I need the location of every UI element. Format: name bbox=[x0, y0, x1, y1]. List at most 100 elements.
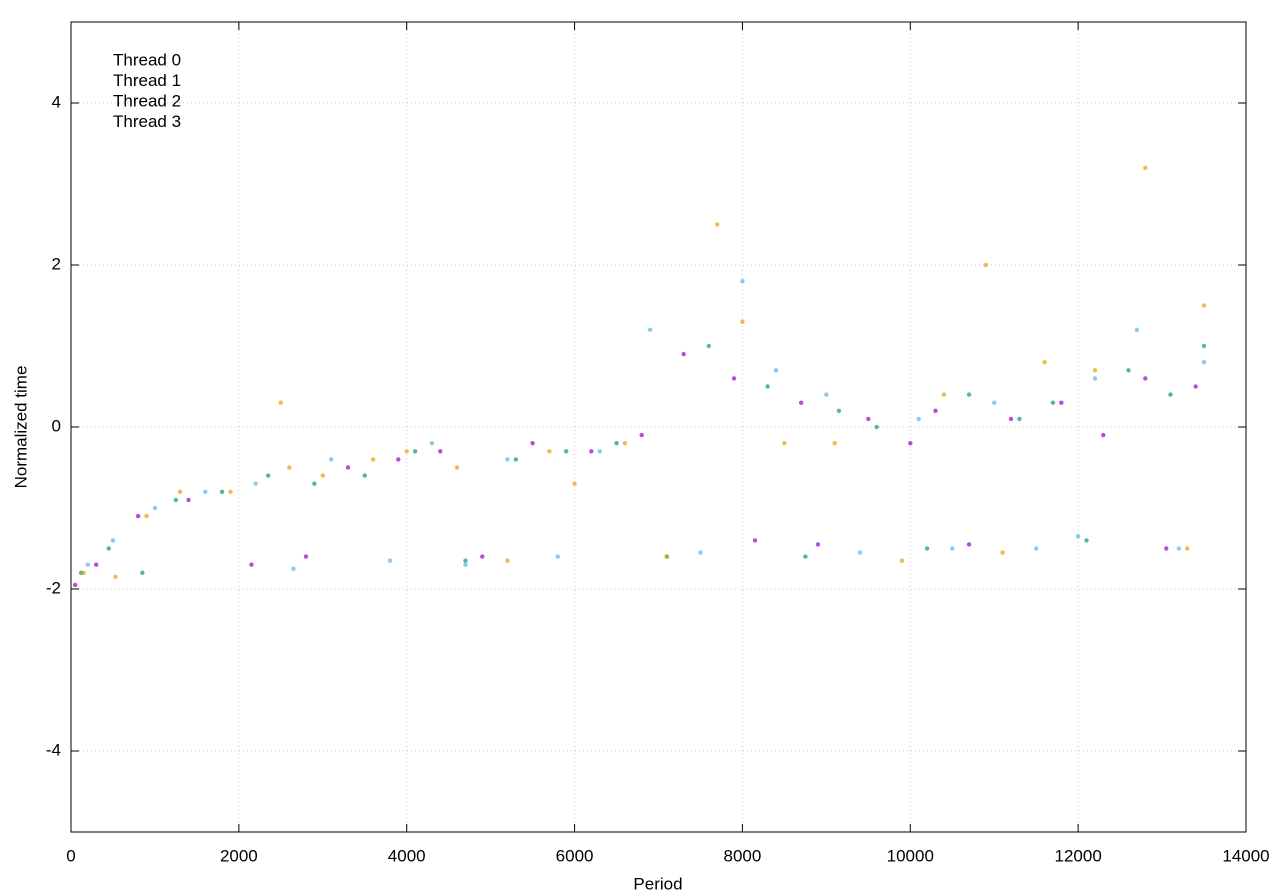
point bbox=[572, 481, 577, 486]
point bbox=[513, 457, 519, 462]
point bbox=[1092, 368, 1098, 373]
point bbox=[110, 538, 116, 543]
point bbox=[1050, 400, 1056, 405]
point bbox=[1185, 546, 1190, 551]
point bbox=[106, 546, 111, 551]
point bbox=[1092, 376, 1098, 381]
point bbox=[287, 465, 292, 470]
point bbox=[966, 542, 972, 547]
point bbox=[1143, 376, 1148, 381]
point bbox=[219, 489, 225, 494]
point bbox=[266, 473, 271, 478]
point bbox=[992, 400, 997, 405]
point bbox=[140, 570, 145, 575]
point bbox=[547, 449, 552, 454]
legend-label: Thread 2 bbox=[113, 91, 181, 110]
y-tick-label: 4 bbox=[52, 92, 61, 111]
point bbox=[1134, 327, 1140, 332]
point bbox=[1143, 165, 1148, 170]
point bbox=[782, 441, 787, 446]
point bbox=[1201, 303, 1207, 308]
y-tick-label: 0 bbox=[52, 416, 61, 435]
point bbox=[681, 351, 686, 357]
point bbox=[303, 554, 309, 559]
point bbox=[135, 513, 141, 519]
y-tick-label: -4 bbox=[46, 740, 61, 759]
point bbox=[706, 343, 712, 349]
point bbox=[203, 489, 208, 494]
point bbox=[941, 392, 947, 397]
point bbox=[1176, 546, 1182, 551]
point bbox=[933, 408, 938, 413]
point bbox=[773, 368, 779, 373]
point bbox=[740, 319, 745, 324]
point bbox=[824, 392, 829, 397]
x-tick-label: 2000 bbox=[220, 846, 258, 865]
point bbox=[803, 554, 808, 559]
plot-frame bbox=[70, 21, 1247, 833]
x-tick-label: 0 bbox=[66, 846, 75, 865]
point bbox=[345, 465, 351, 470]
point bbox=[113, 574, 118, 580]
y-tick-label: 2 bbox=[52, 254, 61, 273]
point bbox=[177, 489, 183, 494]
point bbox=[1126, 368, 1131, 373]
x-axis-label: Period bbox=[633, 874, 682, 893]
point bbox=[387, 558, 393, 563]
point bbox=[396, 457, 401, 462]
point bbox=[1101, 432, 1106, 438]
point bbox=[253, 481, 258, 486]
point bbox=[1168, 392, 1173, 397]
point bbox=[454, 465, 460, 470]
point bbox=[899, 558, 905, 563]
point bbox=[765, 384, 770, 389]
x-tick-label: 8000 bbox=[724, 846, 762, 865]
point bbox=[1042, 360, 1047, 365]
point bbox=[752, 538, 758, 543]
point bbox=[908, 441, 913, 446]
point bbox=[622, 441, 628, 446]
point bbox=[597, 449, 602, 454]
point bbox=[815, 542, 821, 547]
point bbox=[320, 473, 325, 478]
x-tick-label: 4000 bbox=[388, 846, 426, 865]
point bbox=[563, 449, 569, 454]
point bbox=[370, 457, 376, 462]
point bbox=[1059, 400, 1064, 405]
point bbox=[505, 558, 510, 563]
point bbox=[555, 554, 560, 559]
point bbox=[1000, 550, 1005, 555]
point bbox=[85, 562, 90, 567]
point bbox=[404, 449, 409, 454]
point bbox=[950, 546, 955, 551]
x-tick-label: 12000 bbox=[1055, 846, 1102, 865]
point bbox=[72, 582, 78, 588]
point bbox=[429, 441, 435, 446]
point bbox=[412, 449, 418, 454]
point bbox=[362, 473, 367, 478]
point bbox=[1033, 546, 1039, 551]
legend-label: Thread 0 bbox=[113, 50, 181, 69]
point bbox=[463, 562, 468, 567]
legend-label: Thread 3 bbox=[113, 112, 181, 131]
point bbox=[93, 562, 99, 567]
point bbox=[438, 449, 443, 454]
point bbox=[1201, 360, 1207, 365]
point bbox=[480, 554, 485, 559]
point bbox=[312, 481, 317, 486]
point bbox=[966, 392, 972, 397]
point bbox=[614, 441, 619, 446]
point bbox=[144, 513, 149, 519]
point bbox=[589, 449, 594, 454]
point bbox=[81, 570, 86, 575]
point bbox=[328, 457, 334, 462]
point bbox=[832, 441, 837, 446]
point bbox=[924, 546, 930, 551]
point bbox=[1084, 538, 1089, 543]
point bbox=[291, 566, 296, 571]
point bbox=[1164, 546, 1169, 551]
point bbox=[798, 400, 804, 405]
x-tick-label: 6000 bbox=[556, 846, 594, 865]
point bbox=[866, 416, 871, 422]
